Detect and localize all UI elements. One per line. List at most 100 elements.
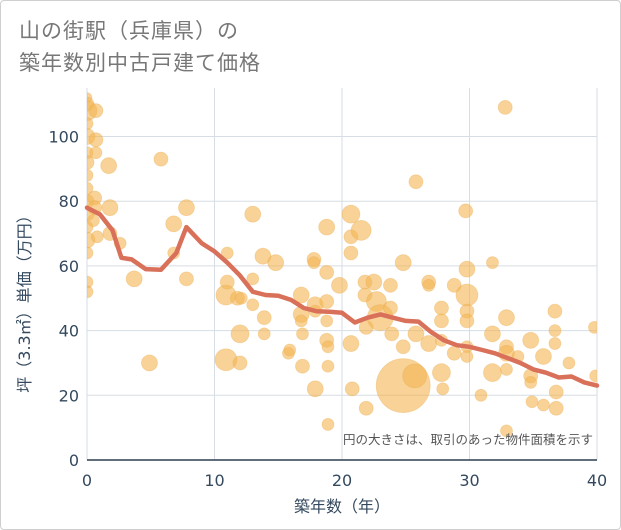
data-bubble — [87, 181, 94, 195]
data-bubble — [318, 218, 336, 236]
data-bubble — [321, 359, 335, 373]
data-bubble — [101, 199, 119, 217]
data-bubble — [267, 254, 285, 272]
data-bubble — [588, 320, 597, 334]
y-tick-label: 40 — [59, 322, 79, 341]
data-bubble — [87, 285, 94, 299]
gridlines — [86, 88, 598, 461]
data-bubble — [422, 278, 436, 292]
chart-title-line-2: 築年数別中古戸建て価格 — [19, 51, 261, 75]
data-bubble — [306, 380, 324, 398]
data-bubble — [358, 400, 374, 416]
data-bubble — [320, 314, 334, 328]
y-tick-label: 0 — [69, 451, 79, 470]
data-bubble — [483, 363, 502, 383]
data-bubble — [87, 168, 94, 182]
data-bubble — [319, 294, 335, 309]
data-bubble — [165, 215, 183, 233]
x-tick-label: 0 — [82, 471, 92, 490]
data-bubble — [408, 174, 424, 190]
data-bubble — [87, 246, 94, 260]
x-tick-label: 10 — [204, 471, 224, 490]
y-tick-label: 20 — [59, 386, 79, 405]
data-bubble — [383, 300, 398, 316]
data-bubble — [394, 254, 412, 272]
data-bubble — [562, 356, 576, 370]
data-bubble — [87, 275, 94, 289]
data-bubble — [220, 246, 234, 260]
data-bubble — [436, 382, 450, 396]
data-bubble — [87, 117, 94, 130]
data-bubble — [141, 354, 158, 372]
y-tick-label: 60 — [59, 257, 79, 276]
data-bubble — [535, 348, 552, 365]
data-bubble — [522, 331, 540, 349]
data-bubble — [547, 303, 563, 319]
data-bubble — [446, 277, 462, 293]
data-bubble — [446, 345, 462, 361]
data-bubble — [384, 326, 400, 342]
chart-title-line-1: 山の街駅（兵庫県）の — [19, 19, 239, 43]
data-bubble — [407, 325, 425, 343]
data-bubble — [295, 358, 310, 374]
y-tick-label: 100 — [48, 128, 79, 147]
data-bubble — [87, 155, 95, 170]
data-bubble — [484, 325, 501, 343]
data-bubble — [234, 291, 248, 305]
x-tick-label: 30 — [459, 471, 479, 490]
data-bubble — [230, 324, 250, 344]
data-bubble — [525, 395, 539, 409]
data-bubble — [87, 214, 100, 228]
data-bubble — [455, 283, 479, 307]
y-axis-label: 坪（3.3㎡）単価（万円） — [15, 207, 34, 392]
data-bubble — [153, 151, 169, 167]
data-bubble — [246, 272, 260, 286]
data-bubble — [459, 313, 475, 329]
data-bubble — [474, 388, 488, 402]
data-bubble — [100, 157, 118, 175]
data-bubble — [524, 375, 538, 389]
data-bubble — [500, 363, 513, 376]
data-bubble — [178, 199, 195, 217]
data-bubble — [548, 324, 562, 338]
data-bubble — [420, 335, 438, 352]
data-bubble — [88, 132, 104, 148]
data-bubble — [548, 384, 564, 400]
data-bubble — [395, 339, 411, 355]
data-bubble — [486, 256, 499, 270]
bubble-size-note: 円の大きさは、取引のあった物件面積を示す — [343, 432, 593, 447]
data-bubble — [350, 219, 372, 241]
data-bubble — [548, 337, 562, 350]
chart-title: 山の街駅（兵庫県）の 築年数別中古戸建て価格 — [19, 15, 261, 79]
y-tick-label: 80 — [59, 192, 79, 211]
data-bubble — [341, 204, 361, 224]
data-bubble — [343, 245, 359, 261]
data-bubble — [246, 298, 260, 312]
x-axis-label: 築年数（年） — [294, 497, 390, 516]
data-bubble — [296, 327, 309, 341]
data-bubble — [365, 273, 383, 291]
data-bubble — [90, 230, 104, 244]
trend-line-series — [84, 205, 600, 388]
data-bubble — [319, 264, 335, 280]
data-bubble — [589, 369, 597, 383]
data-bubble — [331, 276, 348, 294]
data-bubble — [292, 286, 310, 304]
average-trend-line — [84, 205, 600, 388]
data-bubble — [321, 418, 335, 431]
data-bubble — [383, 277, 398, 293]
data-bubble — [257, 327, 271, 341]
bubble-series — [87, 92, 597, 438]
x-tick-label: 20 — [332, 471, 352, 490]
data-bubble — [88, 103, 104, 119]
x-tick-label: 40 — [587, 471, 607, 490]
data-bubble — [434, 313, 449, 329]
data-bubble — [321, 340, 335, 354]
data-bubble — [283, 343, 297, 357]
data-bubble — [432, 363, 451, 383]
data-bubble — [254, 247, 272, 265]
data-bubble — [458, 260, 476, 278]
data-bubble — [344, 381, 360, 397]
data-bubble — [434, 300, 449, 316]
